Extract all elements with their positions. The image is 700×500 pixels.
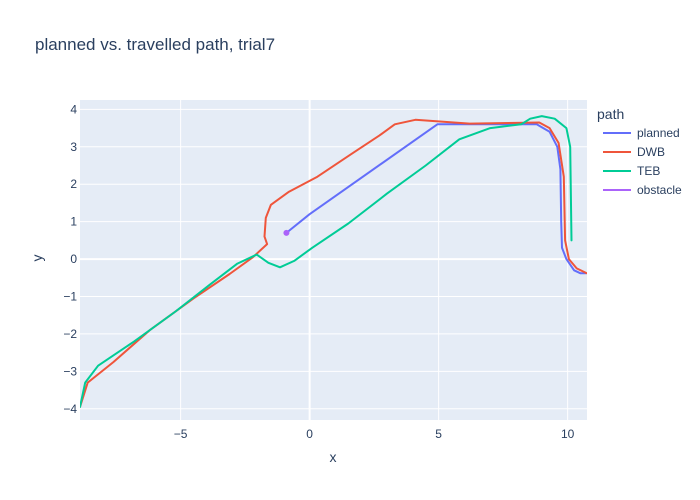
y-tick-label: −4	[63, 402, 77, 416]
y-tick-label: 3	[70, 140, 77, 154]
y-tick-label: −3	[63, 364, 77, 378]
y-tick-label: 2	[70, 177, 77, 191]
y-tick-label: 0	[70, 252, 77, 266]
x-tick-label: 10	[561, 427, 575, 441]
y-axis-title: y	[29, 255, 45, 262]
chart-title: planned vs. travelled path, trial7	[35, 35, 275, 54]
legend-label-teb[interactable]: TEB	[637, 164, 660, 178]
y-tick-labels: −4 −3 −2 −1 0 1 2 3 4	[63, 102, 77, 415]
x-tick-labels: −5 0 5 10	[174, 427, 575, 441]
y-tick-label: 1	[70, 215, 77, 229]
legend-label-obstacle[interactable]: obstacle	[637, 183, 682, 197]
legend[interactable]: path planned DWB TEB obstacle	[597, 106, 682, 197]
series-line-planned	[285, 123, 587, 275]
legend-label-dwb[interactable]: DWB	[637, 145, 665, 159]
series-layer	[80, 115, 587, 408]
x-axis-title: x	[330, 449, 337, 465]
series-line-dwb	[80, 118, 587, 408]
y-tick-label: −1	[63, 289, 77, 303]
x-tick-label: 5	[435, 427, 442, 441]
legend-title: path	[597, 106, 624, 122]
x-tick-label: −5	[174, 427, 188, 441]
grid	[80, 100, 587, 420]
y-tick-label: −2	[63, 327, 77, 341]
legend-label-planned[interactable]: planned	[637, 126, 680, 140]
series-marker-obstacle	[283, 229, 290, 236]
y-tick-label: 4	[70, 102, 77, 116]
series-line-teb	[80, 115, 573, 408]
x-tick-label: 0	[306, 427, 313, 441]
